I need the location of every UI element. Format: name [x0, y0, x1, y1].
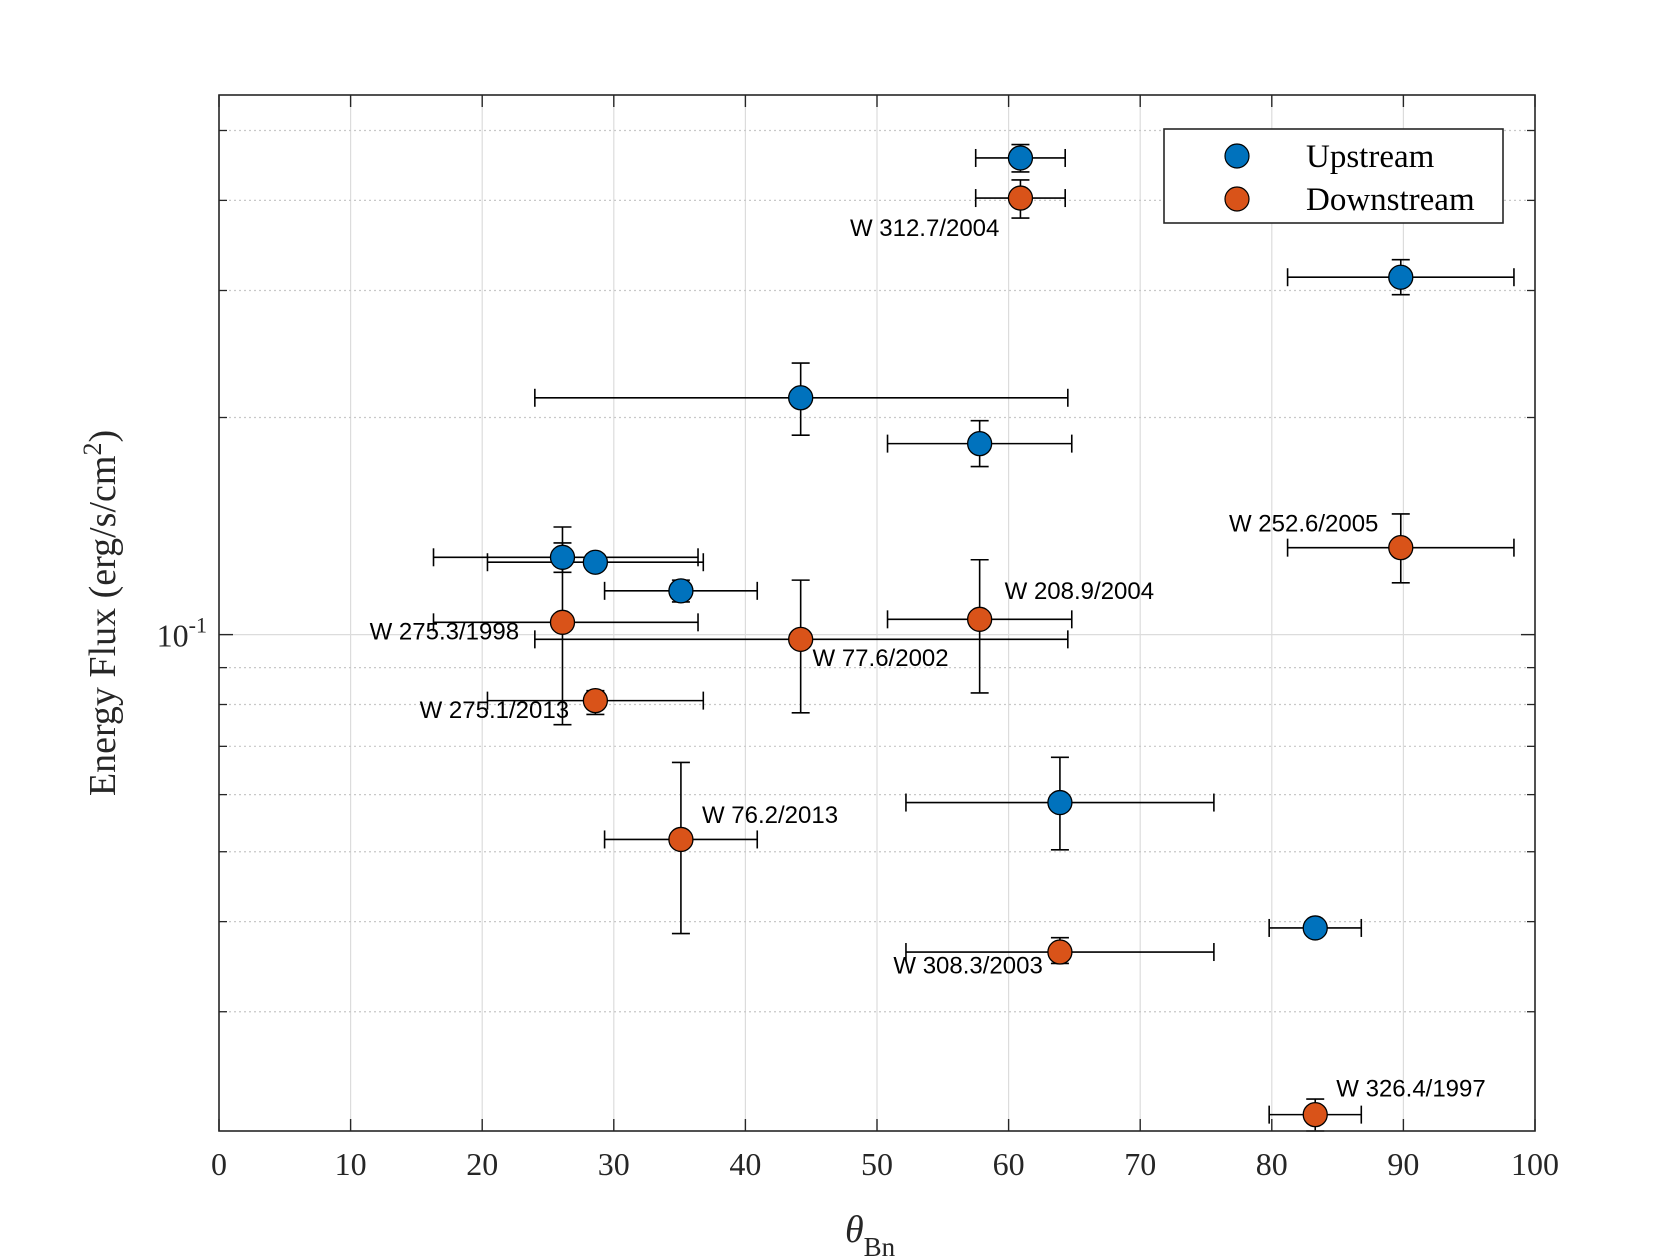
y-tick-label-base: 10	[157, 618, 189, 654]
y-axis-title-main: Energy Flux (erg/s/cm	[82, 456, 124, 797]
downstream-point	[1047, 939, 1073, 965]
x-axis-title-symbol: θ	[845, 1209, 864, 1251]
x-tick-label: 70	[1124, 1146, 1156, 1182]
downstream-point	[1302, 1101, 1328, 1128]
upstream-point	[788, 385, 814, 411]
upstream-point	[966, 430, 993, 457]
x-axis-title: θBn	[845, 1209, 896, 1260]
point-annotation: W 312.7/2004	[850, 215, 999, 242]
downstream-point	[1388, 535, 1414, 561]
x-tick-label: 40	[729, 1146, 761, 1182]
downstream-point	[1007, 185, 1034, 211]
point-annotation: W 208.9/2004	[1005, 578, 1154, 605]
y-axis-title: Energy Flux (erg/s/cm2)	[78, 430, 124, 796]
x-tick-label: 90	[1387, 1146, 1419, 1182]
y-tick-label-exponent: -1	[189, 613, 207, 638]
upstream-point	[1047, 789, 1073, 816]
y-axis-title-close: )	[82, 430, 124, 443]
legend-downstream-marker	[1224, 186, 1250, 212]
x-tick-labels: 0 10 20 30 40 50 60 70 80 90 100	[211, 1146, 1559, 1182]
upstream-point	[1302, 915, 1328, 941]
upstream-point	[668, 578, 694, 604]
downstream-point	[966, 606, 993, 632]
point-annotation: W 326.4/1997	[1336, 1075, 1485, 1102]
point-annotation: W 275.3/1998	[370, 618, 519, 645]
y-tick-labels: 10-1	[157, 613, 207, 654]
point-annotation: W 252.6/2005	[1229, 510, 1378, 537]
x-tick-label: 60	[993, 1146, 1025, 1182]
legend-upstream-label: Upstream	[1306, 139, 1435, 175]
downstream-point	[788, 626, 814, 652]
legend-box	[1163, 128, 1504, 224]
x-tick-label: 20	[466, 1146, 498, 1182]
plot-frame	[218, 94, 1536, 1132]
x-tick-label: 10	[335, 1146, 367, 1182]
legend: Upstream Downstream	[1163, 128, 1504, 224]
upstream-point	[1388, 264, 1414, 290]
x-tick-label: 80	[1256, 1146, 1288, 1182]
downstream-point	[668, 826, 694, 853]
x-tick-label: 30	[598, 1146, 630, 1182]
y-tick-label: 10-1	[157, 613, 207, 654]
downstream-point	[582, 687, 609, 714]
point-annotation: W 275.1/2013	[420, 697, 569, 724]
data-points	[549, 145, 1414, 1128]
x-axis-title-subscript: Bn	[864, 1232, 896, 1260]
legend-upstream-marker	[1224, 143, 1250, 169]
point-annotation: W 308.3/2003	[893, 952, 1042, 979]
legend-downstream-label: Downstream	[1306, 182, 1475, 218]
x-tick-label: 0	[211, 1146, 227, 1182]
point-annotation: W 77.6/2002	[813, 645, 949, 672]
upstream-point	[1007, 145, 1034, 171]
x-tick-label: 100	[1511, 1146, 1559, 1182]
point-annotation: W 76.2/2013	[702, 802, 838, 829]
upstream-point	[549, 544, 576, 570]
downstream-point	[549, 609, 576, 635]
x-tick-label: 50	[861, 1146, 893, 1182]
upstream-point	[582, 549, 609, 575]
y-axis-title-superscript: 2	[78, 443, 107, 456]
annotations: W 312.7/2004 W 252.6/2005 W 208.9/2004 W 27…	[370, 215, 1486, 1102]
